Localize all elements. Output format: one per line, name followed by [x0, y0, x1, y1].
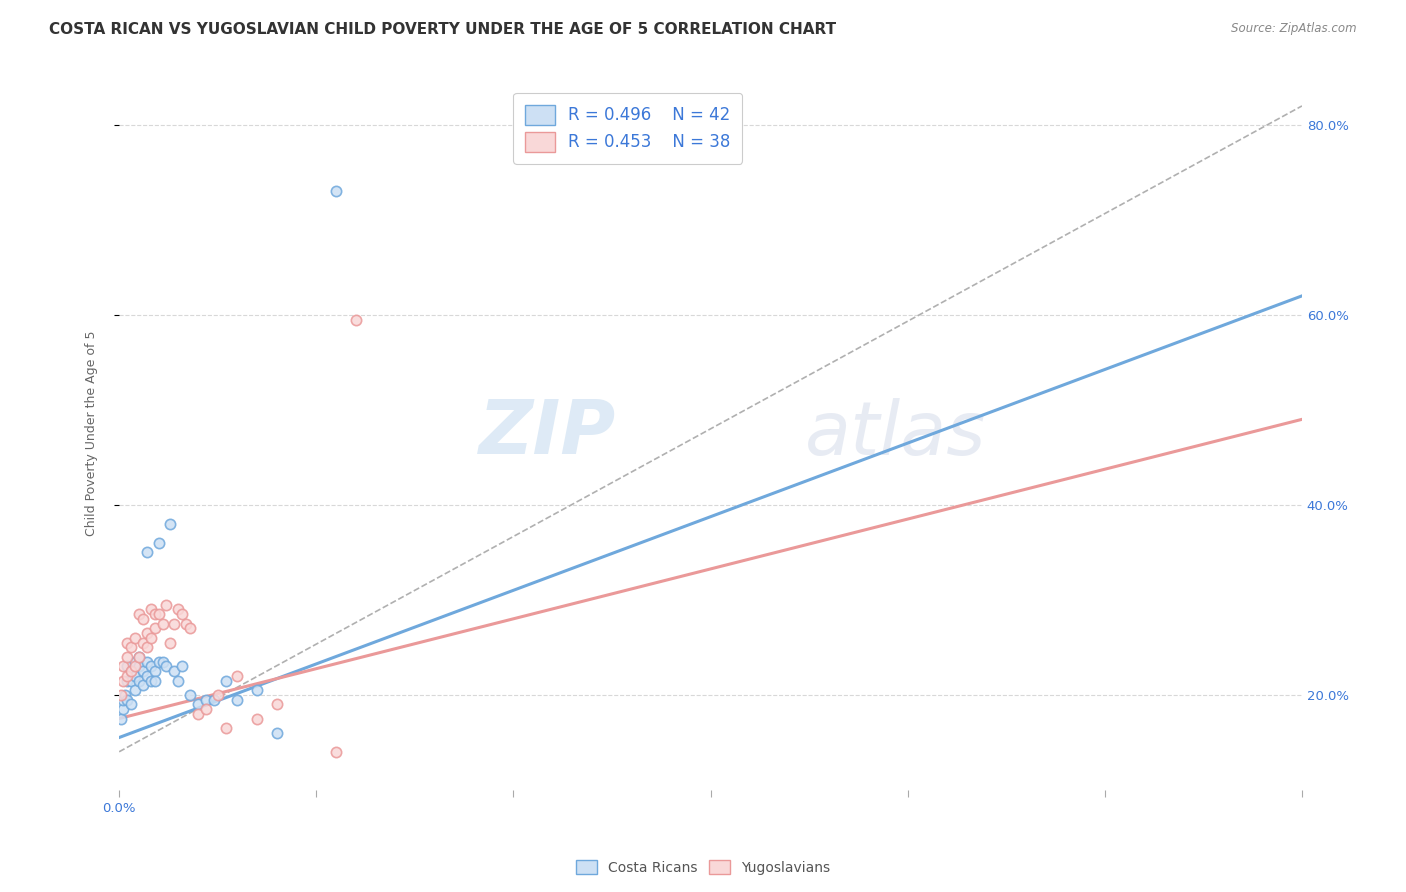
Point: [128, 607, 150, 621]
Point: [344, 312, 367, 326]
Point: [179, 621, 201, 635]
Point: [120, 640, 142, 655]
Point: [135, 655, 157, 669]
Point: [135, 640, 157, 655]
Text: atlas: atlas: [806, 398, 987, 469]
Point: [120, 664, 142, 678]
Point: [114, 688, 136, 702]
Point: [115, 649, 138, 664]
Point: [143, 673, 166, 688]
Legend: R = 0.496    N = 42, R = 0.453    N = 38: R = 0.496 N = 42, R = 0.453 N = 38: [513, 93, 742, 163]
Point: [179, 688, 201, 702]
Point: [226, 669, 249, 683]
Point: [202, 692, 225, 706]
Point: [266, 725, 288, 739]
Text: ZIP: ZIP: [478, 397, 616, 470]
Point: [132, 678, 155, 692]
Point: [112, 692, 135, 706]
Point: [152, 655, 174, 669]
Point: [207, 688, 229, 702]
Point: [110, 688, 132, 702]
Point: [143, 607, 166, 621]
Point: [139, 673, 162, 688]
Text: COSTA RICAN VS YUGOSLAVIAN CHILD POVERTY UNDER THE AGE OF 5 CORRELATION CHART: COSTA RICAN VS YUGOSLAVIAN CHILD POVERTY…: [49, 22, 837, 37]
Point: [132, 635, 155, 649]
Point: [187, 698, 209, 712]
Point: [139, 602, 162, 616]
Point: [124, 655, 146, 669]
Point: [167, 602, 190, 616]
Point: [159, 516, 181, 531]
Point: [167, 673, 190, 688]
Point: [115, 669, 138, 683]
Point: [214, 673, 236, 688]
Point: [112, 659, 135, 673]
Legend: Costa Ricans, Yugoslavians: Costa Ricans, Yugoslavians: [571, 855, 835, 880]
Point: [143, 664, 166, 678]
Point: [128, 673, 150, 688]
Point: [120, 698, 142, 712]
Point: [124, 669, 146, 683]
Point: [246, 712, 269, 726]
Point: [139, 659, 162, 673]
Point: [155, 598, 177, 612]
Point: [159, 635, 181, 649]
Point: [266, 698, 288, 712]
Point: [115, 692, 138, 706]
Point: [226, 692, 249, 706]
Point: [110, 712, 132, 726]
Point: [120, 664, 142, 678]
Point: [172, 607, 194, 621]
Point: [128, 649, 150, 664]
Point: [194, 692, 217, 706]
Point: [163, 616, 186, 631]
Point: [115, 659, 138, 673]
Point: [124, 631, 146, 645]
Point: [135, 626, 157, 640]
Point: [187, 706, 209, 721]
Point: [135, 545, 157, 559]
Point: [124, 659, 146, 673]
Point: [194, 702, 217, 716]
Point: [143, 621, 166, 635]
Point: [115, 635, 138, 649]
Point: [124, 683, 146, 698]
Point: [163, 664, 186, 678]
Point: [112, 673, 135, 688]
Point: [325, 185, 347, 199]
Point: [148, 536, 170, 550]
Point: [120, 673, 142, 688]
Point: [155, 659, 177, 673]
Point: [115, 673, 138, 688]
Point: [135, 669, 157, 683]
Point: [325, 745, 347, 759]
Point: [148, 607, 170, 621]
Point: [128, 659, 150, 673]
Text: Source: ZipAtlas.com: Source: ZipAtlas.com: [1232, 22, 1357, 36]
Point: [148, 655, 170, 669]
Y-axis label: Child Poverty Under the Age of 5: Child Poverty Under the Age of 5: [86, 331, 98, 536]
Point: [132, 664, 155, 678]
Point: [214, 721, 236, 735]
Point: [128, 649, 150, 664]
Point: [174, 616, 197, 631]
Point: [152, 616, 174, 631]
Point: [172, 659, 194, 673]
Point: [132, 612, 155, 626]
Point: [246, 683, 269, 698]
Point: [112, 702, 135, 716]
Point: [139, 631, 162, 645]
